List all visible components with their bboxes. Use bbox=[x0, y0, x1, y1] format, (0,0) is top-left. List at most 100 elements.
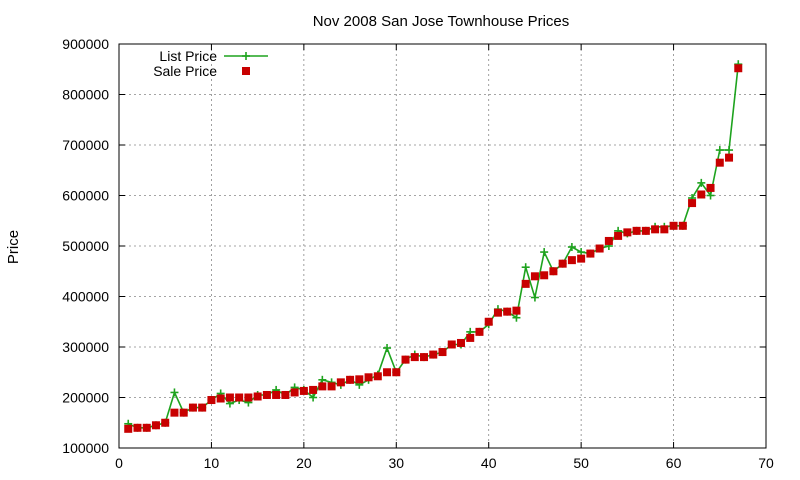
y-axis-label: Price bbox=[5, 230, 22, 264]
sale-price-point bbox=[225, 393, 234, 402]
plot-frame bbox=[118, 43, 767, 449]
sale-price-point bbox=[447, 340, 456, 349]
sale-price-point bbox=[715, 158, 724, 167]
legend-label-list-price: List Price bbox=[159, 48, 217, 64]
sale-price-point bbox=[484, 317, 493, 326]
list-price-point bbox=[512, 313, 521, 322]
list-price-point bbox=[309, 393, 318, 402]
sale-price-point bbox=[198, 403, 207, 412]
list-price-point bbox=[725, 146, 734, 155]
axis-ticks: 0 10 20 30 40 50 60 70 100000 200000 300000 400000 5… bbox=[62, 36, 774, 471]
sale-price-point bbox=[262, 390, 271, 399]
sale-price-point bbox=[429, 350, 438, 359]
chart-title: Nov 2008 San Jose Townhouse Prices bbox=[313, 13, 570, 30]
sale-price-point bbox=[567, 256, 576, 265]
sale-price-point bbox=[503, 307, 512, 316]
sale-price-point bbox=[512, 306, 521, 315]
x-tick-label: 0 bbox=[115, 455, 123, 471]
sale-price-point bbox=[272, 390, 281, 399]
sale-price-point bbox=[549, 267, 558, 276]
sale-price-point bbox=[281, 390, 290, 399]
list-price-point bbox=[706, 191, 715, 200]
sale-price-point bbox=[188, 403, 197, 412]
sale-price-point bbox=[327, 382, 336, 391]
sale-price-point bbox=[290, 388, 299, 397]
sale-price-point bbox=[244, 393, 253, 402]
x-tick-label: 10 bbox=[204, 455, 220, 471]
y-tick-label: 600000 bbox=[62, 188, 109, 204]
sale-price-point bbox=[697, 190, 706, 199]
sale-price-point bbox=[410, 353, 419, 362]
x-tick-label: 70 bbox=[758, 455, 774, 471]
sale-price-point bbox=[558, 259, 567, 268]
y-tick-label: 700000 bbox=[62, 137, 109, 153]
sale-price-point bbox=[420, 353, 429, 362]
list-price-point bbox=[521, 263, 530, 272]
x-tick-label: 40 bbox=[481, 455, 497, 471]
sale-price-point bbox=[586, 249, 595, 258]
legend-marker-sale-price bbox=[242, 67, 250, 75]
legend-plus-glyph bbox=[242, 52, 250, 60]
sale-price-point bbox=[124, 424, 133, 433]
legend-label-sale-price: Sale Price bbox=[153, 63, 217, 79]
sale-price-point bbox=[688, 199, 697, 208]
series-1 bbox=[124, 64, 743, 433]
sale-price-point bbox=[678, 221, 687, 230]
sale-price-point bbox=[614, 231, 623, 240]
list-price-point bbox=[170, 388, 179, 397]
sale-price-point bbox=[170, 408, 179, 417]
sale-price-point bbox=[346, 375, 355, 384]
y-tick-label: 200000 bbox=[62, 390, 109, 406]
legend: List Price Sale Price bbox=[153, 48, 268, 79]
sale-price-point bbox=[309, 385, 318, 394]
sale-price-point bbox=[530, 272, 539, 281]
sale-price-point bbox=[595, 244, 604, 253]
sale-price-point bbox=[253, 392, 262, 401]
sale-price-point bbox=[466, 333, 475, 342]
sale-price-point bbox=[734, 64, 743, 73]
list-price-point bbox=[540, 248, 549, 257]
list-price-point bbox=[715, 146, 724, 155]
sale-price-point bbox=[521, 279, 530, 288]
sale-price-point bbox=[660, 225, 669, 234]
sale-price-point bbox=[475, 327, 484, 336]
sale-price-point bbox=[355, 375, 364, 384]
sale-price-point bbox=[623, 228, 632, 237]
sale-price-point bbox=[401, 355, 410, 364]
sale-price-point bbox=[651, 225, 660, 234]
sale-price-point bbox=[641, 226, 650, 235]
sale-price-point bbox=[725, 153, 734, 162]
sale-price-point bbox=[336, 378, 345, 387]
y-tick-label: 800000 bbox=[62, 87, 109, 103]
sale-price-point bbox=[493, 308, 502, 317]
sale-price-point bbox=[632, 226, 641, 235]
sale-price-point bbox=[383, 368, 392, 377]
y-tick-label: 400000 bbox=[62, 289, 109, 305]
y-tick-label: 100000 bbox=[62, 440, 109, 456]
sale-price-point bbox=[318, 382, 327, 391]
y-tick-label: 300000 bbox=[62, 339, 109, 355]
list-price-point bbox=[567, 243, 576, 252]
sale-price-point bbox=[540, 271, 549, 280]
y-tick-label: 500000 bbox=[62, 238, 109, 254]
sale-price-point bbox=[133, 423, 142, 432]
sale-price-point bbox=[235, 393, 244, 402]
sale-price-point bbox=[142, 423, 151, 432]
x-tick-label: 30 bbox=[388, 455, 404, 471]
sale-price-point bbox=[604, 236, 613, 245]
sale-price-point bbox=[669, 221, 678, 230]
list-price-point bbox=[530, 293, 539, 302]
sale-price-point bbox=[161, 418, 170, 427]
x-tick-label: 20 bbox=[296, 455, 312, 471]
sale-price-point bbox=[207, 396, 216, 405]
x-tick-label: 50 bbox=[573, 455, 589, 471]
list-price-point bbox=[383, 344, 392, 353]
sale-price-point bbox=[151, 421, 160, 430]
sale-price-point bbox=[706, 183, 715, 192]
x-tick-label: 60 bbox=[666, 455, 682, 471]
sale-price-point bbox=[299, 386, 308, 395]
sale-price-point bbox=[438, 348, 447, 357]
sale-price-point bbox=[364, 373, 373, 382]
y-tick-label: 900000 bbox=[62, 36, 109, 52]
